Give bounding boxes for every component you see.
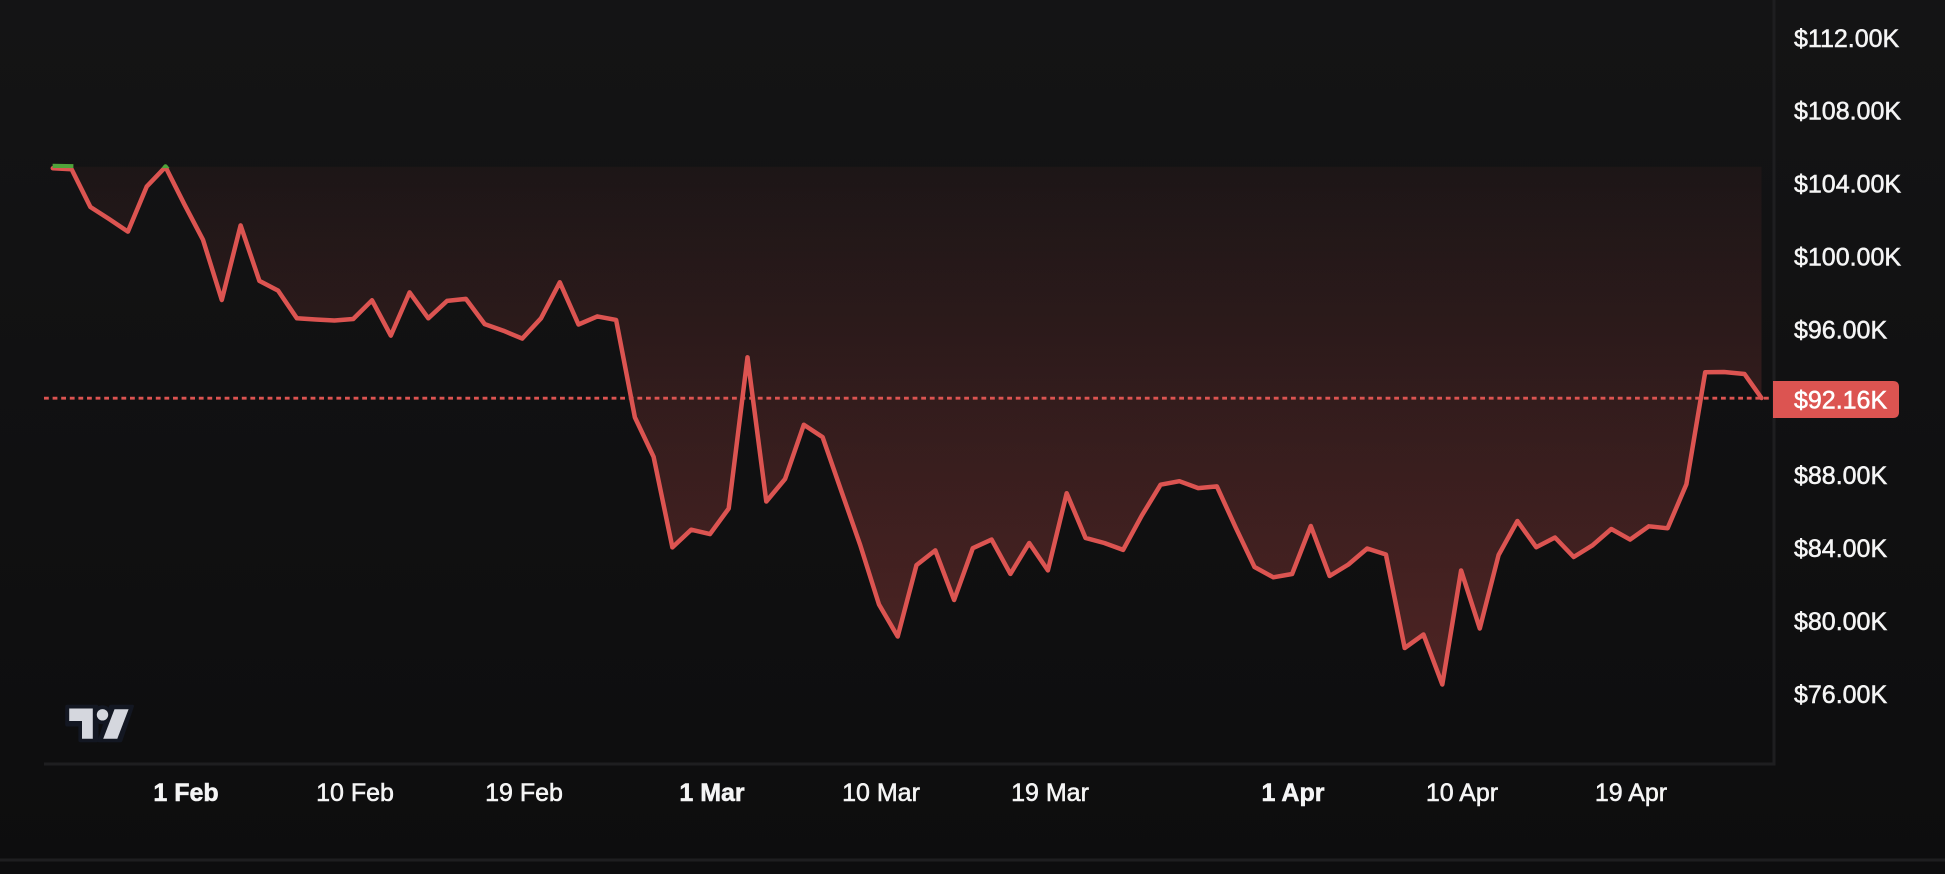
svg-text:$88.00K: $88.00K <box>1794 462 1887 490</box>
svg-text:$112.00K: $112.00K <box>1794 25 1900 53</box>
svg-text:$76.00K: $76.00K <box>1794 681 1887 709</box>
svg-text:$104.00K: $104.00K <box>1794 171 1901 199</box>
svg-text:1 Mar: 1 Mar <box>679 779 745 807</box>
svg-text:$84.00K: $84.00K <box>1794 535 1887 563</box>
svg-text:$96.00K: $96.00K <box>1794 316 1887 344</box>
svg-text:$108.00K: $108.00K <box>1794 98 1901 126</box>
svg-text:1 Feb: 1 Feb <box>153 779 218 807</box>
svg-text:$100.00K: $100.00K <box>1794 244 1901 272</box>
svg-text:$92.16K: $92.16K <box>1794 386 1887 414</box>
svg-text:19 Feb: 19 Feb <box>485 779 563 807</box>
svg-text:19 Apr: 19 Apr <box>1595 779 1667 807</box>
svg-text:1 Apr: 1 Apr <box>1262 779 1325 807</box>
svg-text:$80.00K: $80.00K <box>1794 608 1887 636</box>
svg-text:10 Feb: 10 Feb <box>316 779 394 807</box>
svg-text:19 Mar: 19 Mar <box>1011 779 1089 807</box>
svg-text:10 Apr: 10 Apr <box>1426 779 1498 807</box>
svg-text:10 Mar: 10 Mar <box>842 779 920 807</box>
